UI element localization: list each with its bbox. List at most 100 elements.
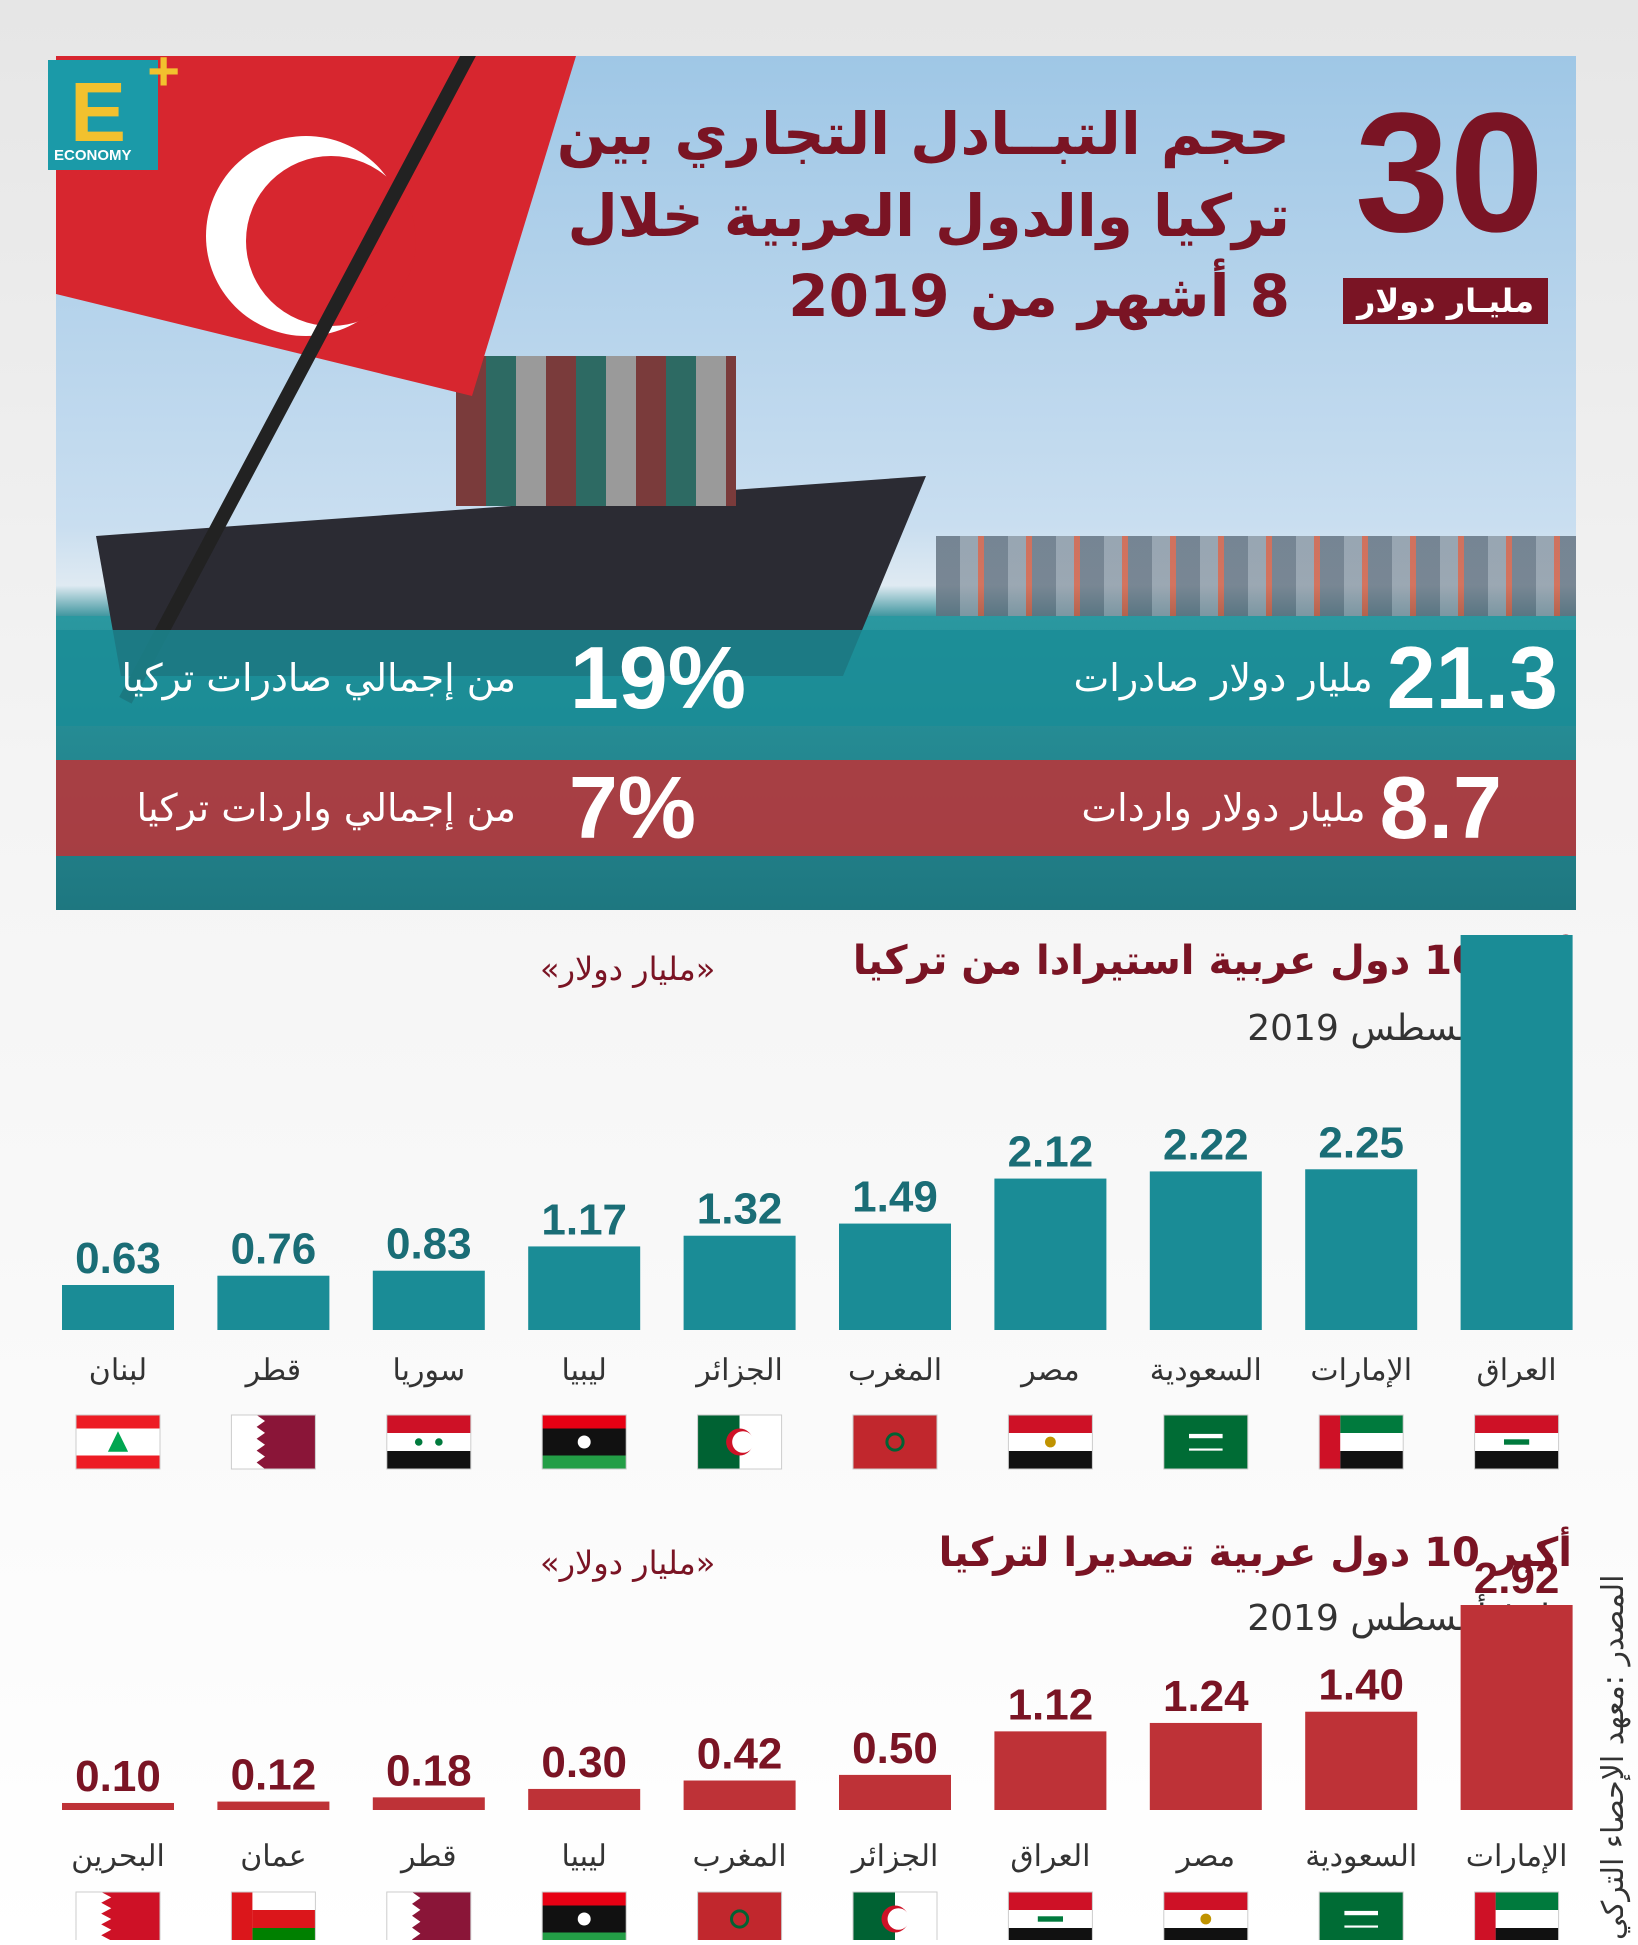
category-label-uae: الإمارات bbox=[1466, 1840, 1568, 1874]
category-label-saudi: السعودية bbox=[1305, 1840, 1417, 1874]
headline-title-line-3: 8 أشهر من 2019 bbox=[788, 262, 1290, 330]
chart2-title: أكبر 10 دول عربية تصديرا لتركيا bbox=[938, 1530, 1572, 1576]
uae-flag-icon bbox=[1318, 1414, 1404, 1470]
chart1-unit: «مليار دولار» bbox=[540, 950, 716, 988]
bar-saudi bbox=[1305, 1711, 1418, 1810]
iraq-flag-icon bbox=[1474, 1414, 1560, 1470]
bar-lebanon bbox=[62, 1285, 174, 1330]
chart-exports-to-turkey: 0.10 البحرين 0.12 عمان 0.18 قطر 0.30 ليبيا 0.42 ا… bbox=[62, 1554, 1573, 1940]
value-label-libya: 0.30 bbox=[541, 1738, 627, 1787]
category-label-libya: ليبيا bbox=[561, 1354, 606, 1387]
bar-qatar bbox=[372, 1797, 485, 1810]
bar-egypt bbox=[1149, 1722, 1262, 1810]
category-label-egypt: مصر bbox=[1174, 1840, 1235, 1874]
oman-flag-icon bbox=[230, 1891, 316, 1940]
value-label-egypt: 2.12 bbox=[1008, 1128, 1094, 1177]
bar-egypt bbox=[994, 1178, 1107, 1330]
headline-title-line-2: تركيا والدول العربية خلال bbox=[567, 182, 1290, 250]
category-label-syria: سوريا bbox=[392, 1354, 465, 1388]
value-label-oman: 0.12 bbox=[231, 1751, 317, 1800]
bar-algeria bbox=[683, 1235, 796, 1330]
value-label-iraq: 1.12 bbox=[1008, 1680, 1094, 1729]
ship-containers bbox=[456, 356, 736, 506]
value-label-bahrain: 0.10 bbox=[75, 1752, 161, 1801]
imports-label: مليار دولار واردات bbox=[1081, 786, 1366, 830]
headline-unit: مليـار دولار bbox=[1342, 278, 1548, 324]
value-label-libya: 1.17 bbox=[541, 1195, 627, 1244]
category-label-qatar: قطر bbox=[244, 1354, 302, 1388]
bar-algeria bbox=[839, 1774, 951, 1810]
egypt-flag-icon bbox=[1163, 1891, 1249, 1940]
libya-flag-icon bbox=[541, 1414, 627, 1470]
value-label-iraq: 5.53 bbox=[1474, 930, 1560, 933]
egypt-flag-icon bbox=[1007, 1414, 1093, 1470]
bar-oman bbox=[217, 1801, 330, 1810]
bar-uae bbox=[1460, 1605, 1573, 1810]
bar-uae bbox=[1305, 1169, 1418, 1330]
bar-saudi bbox=[1149, 1171, 1262, 1330]
saudi-flag-icon bbox=[1318, 1891, 1404, 1940]
exports-pct: 19% bbox=[569, 628, 746, 727]
category-label-lebanon: لبنان bbox=[89, 1354, 147, 1387]
category-label-morocco: المغرب bbox=[848, 1354, 942, 1388]
economy-logo: E ECONOMY + bbox=[48, 39, 180, 170]
value-label-morocco: 0.42 bbox=[697, 1730, 783, 1779]
bar-iraq bbox=[994, 1731, 1107, 1810]
category-label-iraq: العراق bbox=[1010, 1840, 1090, 1874]
iraq-flag-icon bbox=[1007, 1891, 1093, 1940]
bar-libya bbox=[528, 1246, 641, 1330]
value-label-qatar: 0.18 bbox=[386, 1746, 472, 1795]
qatar-flag-icon bbox=[230, 1414, 316, 1470]
exports-label: مليار دولار صادرات bbox=[1073, 656, 1373, 700]
category-label-egypt: مصر bbox=[1019, 1354, 1080, 1388]
value-label-egypt: 1.24 bbox=[1163, 1672, 1249, 1721]
value-label-syria: 0.83 bbox=[386, 1220, 472, 1269]
category-label-algeria: الجزائر bbox=[694, 1354, 783, 1388]
exports-pct-label: من إجمالي صادرات تركيا bbox=[121, 656, 517, 700]
algeria-flag-icon bbox=[697, 1414, 783, 1470]
source-note: المصدر :معهد الإحصاء التركي bbox=[1596, 1574, 1631, 1940]
value-label-algeria: 1.32 bbox=[697, 1185, 783, 1234]
morocco-flag-icon bbox=[852, 1414, 938, 1470]
value-label-uae: 2.25 bbox=[1318, 1118, 1404, 1167]
lebanon-flag-icon bbox=[75, 1414, 161, 1470]
exports-band: 21.3 مليار دولار صادرات 19% من إجمالي صا… bbox=[56, 628, 1576, 727]
value-label-saudi: 1.40 bbox=[1318, 1661, 1404, 1710]
chart-imports-from-turkey: 0.63 لبنان 0.76 قطر 0.83 سوريا 1.17 ليبيا 1.32 ال… bbox=[62, 930, 1573, 1470]
headline-title-line-1: حجم التبــادل التجاري بين bbox=[556, 100, 1290, 168]
bar-iraq bbox=[1460, 935, 1573, 1330]
category-label-qatar: قطر bbox=[399, 1840, 457, 1874]
bar-morocco bbox=[839, 1223, 951, 1330]
imports-band: 8.7 مليار دولار واردات 7% من إجمالي وارد… bbox=[56, 758, 1576, 857]
category-label-algeria: الجزائر bbox=[850, 1840, 939, 1874]
value-label-uae: 2.92 bbox=[1474, 1554, 1560, 1603]
category-label-morocco: المغرب bbox=[693, 1840, 787, 1874]
bar-syria bbox=[372, 1270, 485, 1330]
value-label-saudi: 2.22 bbox=[1163, 1120, 1249, 1169]
category-label-uae: الإمارات bbox=[1310, 1354, 1412, 1388]
bahrain-flag-icon bbox=[75, 1891, 161, 1940]
category-label-libya: ليبيا bbox=[561, 1840, 606, 1873]
libya-flag-icon bbox=[541, 1891, 627, 1940]
chart2-unit: «مليار دولار» bbox=[540, 1544, 716, 1582]
value-label-algeria: 0.50 bbox=[852, 1724, 938, 1773]
bar-libya bbox=[528, 1788, 641, 1810]
morocco-flag-icon bbox=[697, 1891, 783, 1940]
value-label-lebanon: 0.63 bbox=[75, 1234, 161, 1283]
imports-value: 8.7 bbox=[1379, 758, 1502, 857]
uae-flag-icon bbox=[1474, 1891, 1560, 1940]
exports-value: 21.3 bbox=[1386, 628, 1558, 727]
port-skyline bbox=[936, 536, 1576, 616]
value-label-qatar: 0.76 bbox=[231, 1225, 317, 1274]
bar-qatar bbox=[217, 1275, 330, 1330]
bar-morocco bbox=[683, 1780, 796, 1810]
imports-pct: 7% bbox=[568, 758, 696, 857]
syria-flag-icon bbox=[386, 1414, 472, 1470]
value-label-morocco: 1.49 bbox=[852, 1173, 938, 1222]
imports-pct-label: من إجمالي واردات تركيا bbox=[136, 786, 516, 830]
saudi-flag-icon bbox=[1163, 1414, 1249, 1470]
category-label-bahrain: البحرين bbox=[71, 1840, 165, 1874]
category-label-iraq: العراق bbox=[1477, 1354, 1557, 1388]
algeria-flag-icon bbox=[852, 1891, 938, 1940]
headline-number: 30 bbox=[1354, 78, 1544, 268]
